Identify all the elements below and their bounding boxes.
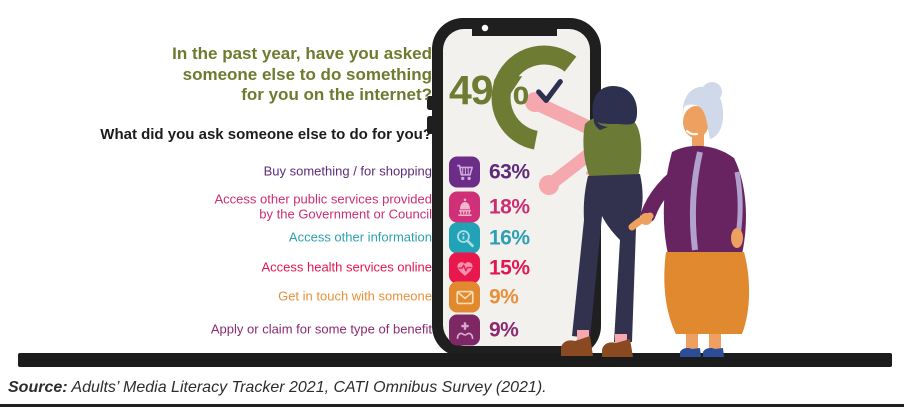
phone-notch-round [472,22,557,34]
heart-pulse-icon [449,252,480,284]
stat-value: 9% [489,318,519,341]
headline-stat: 49% [449,67,564,114]
hands-benefit-icon [449,314,480,346]
row-label-shopping: Buy something / for shopping [263,163,432,179]
stat-value: 18% [489,195,530,218]
stat-value: 16% [489,226,530,249]
shopping-cart-icon [449,156,480,188]
stat-value: 9% [489,285,519,308]
sub-question: What did you ask someone else to do for … [100,126,432,143]
stat-value: 63% [489,160,530,183]
stat-row-shopping: 63% [449,156,530,188]
donut-ring [491,45,577,150]
young-person-illustration [525,86,643,357]
phone-camera-dot [481,24,489,32]
checkmark-icon [536,78,563,103]
search-information-icon [449,222,480,254]
row-label-health-services: Access health services online [261,259,432,275]
row-label-other-information: Access other information [288,229,432,245]
stat-row-get-in-touch: 9% [449,281,519,313]
government-building-icon [449,191,480,223]
source-prefix: Source: [8,379,68,396]
envelope-icon [449,281,480,313]
row-label-get-in-touch: Get in touch with someone [278,288,432,304]
stat-row-public-services: 18% [449,191,530,223]
stat-row-benefit: 9% [449,314,519,346]
stat-row-other-information: 16% [449,222,530,254]
row-label-public-services: Access other public services provided by… [214,191,433,221]
source-text: Adults’ Media Literacy Tracker 2021, CAT… [67,379,547,396]
headline-stat-value: 49% [449,67,529,113]
stat-row-health-services: 15% [449,252,530,284]
stat-value: 15% [489,256,530,279]
row-label-benefit: Apply or claim for some type of benefit [210,321,432,337]
ground-line [18,353,892,367]
older-person-illustration [628,82,750,357]
headline-question: In the past year, have you asked someone… [172,44,432,105]
bottom-edge-line [0,404,904,407]
source-line: Source: Adults’ Media Literacy Tracker 2… [8,379,547,397]
